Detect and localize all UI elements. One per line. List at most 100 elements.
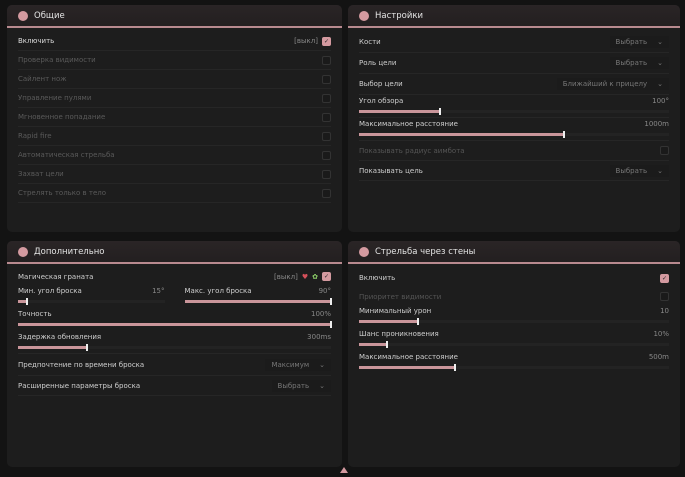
general-option[interactable]: Стрелять только в тело xyxy=(18,184,331,203)
slider-fill[interactable] xyxy=(359,318,419,325)
checkbox[interactable] xyxy=(322,112,331,122)
checkbox[interactable] xyxy=(660,292,669,301)
chevron-down-icon: ⌄ xyxy=(319,381,325,390)
user-group-icon xyxy=(18,10,28,21)
checkbox[interactable] xyxy=(322,74,331,84)
min-damage-slider[interactable]: Минимальный урон 10 xyxy=(359,305,669,328)
min-angle-slider[interactable]: Мин. угол броска 15° xyxy=(18,285,165,308)
general-panel: Общие Включить [выкл] ✓ Проверка видимости… xyxy=(7,5,342,232)
gear-icon[interactable]: ✿ xyxy=(312,272,318,281)
checkbox[interactable] xyxy=(322,131,331,141)
general-option[interactable]: Управление пулями xyxy=(18,89,331,108)
label: Точность xyxy=(18,310,52,318)
value: 100% xyxy=(310,310,331,318)
value: Выбрать xyxy=(615,38,648,46)
collapse-arrow-icon[interactable] xyxy=(340,467,348,473)
delay-slider[interactable]: Задержка обновления 300ms xyxy=(18,331,331,354)
general-option[interactable]: Захват цели xyxy=(18,165,331,184)
accuracy-slider[interactable]: Точность 100% xyxy=(18,308,332,331)
label: Минимальный урон xyxy=(359,307,432,315)
checkbox[interactable]: ✓ xyxy=(322,272,331,281)
checkbox[interactable] xyxy=(322,169,331,179)
visibility-priority-toggle[interactable]: Приоритет видимости xyxy=(359,288,669,305)
slider-fill[interactable] xyxy=(359,131,565,138)
slider-fill[interactable] xyxy=(359,364,457,371)
checkbox[interactable] xyxy=(322,55,331,65)
value: Выбрать xyxy=(277,381,310,390)
panel-title: Стрельба через стены xyxy=(375,246,476,257)
general-option[interactable]: Проверка видимости xyxy=(18,51,331,70)
label: Мгновенное попадание xyxy=(18,113,106,121)
label: Включить xyxy=(359,274,396,282)
label: Проверка видимости xyxy=(18,56,96,64)
label: Угол обзора xyxy=(359,97,404,105)
slider-fill[interactable] xyxy=(18,298,28,305)
label: Автоматическая стрельба xyxy=(18,151,115,159)
max-angle-slider[interactable]: Макс. угол броска 90° xyxy=(184,285,332,308)
value: 90° xyxy=(318,287,331,295)
checkbox[interactable] xyxy=(322,188,331,198)
label: Управление пулями xyxy=(18,94,92,102)
max-distance-slider[interactable]: Максимальное расстояние 1000m xyxy=(359,118,669,141)
general-option[interactable]: Мгновенное попадание xyxy=(18,108,331,127)
label: Приоритет видимости xyxy=(359,292,442,301)
panel-title: Дополнительно xyxy=(34,246,105,257)
target-select[interactable]: Выбор цели Ближайший к прицелу ⌄ xyxy=(359,74,669,95)
value: Ближайший к прицелу xyxy=(562,80,648,88)
label: Стрелять только в тело xyxy=(18,189,107,197)
value: 100° xyxy=(652,97,669,105)
label: Максимальное расстояние xyxy=(359,353,458,361)
label: Выбор цели xyxy=(359,80,403,88)
chevron-down-icon: ⌄ xyxy=(319,360,325,369)
general-option[interactable]: Rapid fire xyxy=(18,127,331,146)
slider-fill[interactable] xyxy=(18,344,88,351)
label: Предпочтение по времени броска xyxy=(18,360,145,369)
value: 500m xyxy=(648,353,669,361)
gear-icon xyxy=(359,10,369,21)
label: Rapid fire xyxy=(18,132,52,140)
magic-grenade-toggle[interactable]: Магическая граната [выкл] ♥ ✿ ✓ xyxy=(18,268,331,285)
slider-fill[interactable] xyxy=(18,321,332,328)
chevron-down-icon: ⌄ xyxy=(657,38,663,46)
show-radius-toggle[interactable]: Показывать радиус аимбота xyxy=(359,141,669,161)
label: Макс. угол броска xyxy=(184,287,252,295)
value: Максимум xyxy=(271,360,310,369)
general-option[interactable]: Автоматическая стрельба xyxy=(18,146,331,165)
advanced-throw-select[interactable]: Расширенные параметры броска Выбрать ⌄ xyxy=(18,376,331,396)
checkbox[interactable]: ✓ xyxy=(322,36,331,46)
checkbox[interactable] xyxy=(322,150,331,160)
slider-fill[interactable] xyxy=(359,108,441,115)
slider-fill[interactable] xyxy=(184,298,332,305)
heart-icon[interactable]: ♥ xyxy=(301,272,309,281)
slider-fill[interactable] xyxy=(359,341,388,348)
label: Магическая граната xyxy=(18,272,94,281)
label: Включить xyxy=(18,37,55,45)
panel-header: Стрельба через стены xyxy=(348,241,680,264)
enable-toggle[interactable]: Включить ✓ xyxy=(359,268,669,288)
label: Максимальное расстояние xyxy=(359,120,458,128)
penetration-chance-slider[interactable]: Шанс проникновения 10% xyxy=(359,328,669,351)
bones-select[interactable]: Кости Выбрать ⌄ xyxy=(359,32,669,53)
fov-slider[interactable]: Угол обзора 100° xyxy=(359,95,669,118)
label: Кости xyxy=(359,38,381,46)
label: Показывать цель xyxy=(359,166,423,175)
max-distance-slider[interactable]: Максимальное расстояние 500m xyxy=(359,351,669,374)
show-target-select[interactable]: Показывать цель Выбрать ⌄ xyxy=(359,161,669,181)
label: Мин. угол броска xyxy=(18,287,82,295)
enable-toggle[interactable]: Включить [выкл] ✓ xyxy=(18,32,331,51)
gear-icon xyxy=(359,246,369,257)
throw-time-select[interactable]: Предпочтение по времени броска Максимум ⌄ xyxy=(18,354,331,376)
target-role-select[interactable]: Роль цели Выбрать ⌄ xyxy=(359,53,669,74)
value: 10 xyxy=(660,307,669,315)
checkbox[interactable]: ✓ xyxy=(660,273,669,283)
panel-title: Настройки xyxy=(375,10,424,21)
panel-header: Настройки xyxy=(348,5,680,28)
checkbox[interactable] xyxy=(660,146,669,155)
state-text: [выкл] xyxy=(274,272,298,281)
label: Показывать радиус аимбота xyxy=(359,146,465,155)
general-option[interactable]: Сайлент нож xyxy=(18,70,331,89)
panel-title: Общие xyxy=(34,10,65,21)
checkbox[interactable] xyxy=(322,93,331,103)
chevron-down-icon: ⌄ xyxy=(657,80,663,88)
wallbang-panel: Стрельба через стены Включить ✓ Приоритет… xyxy=(348,241,680,467)
